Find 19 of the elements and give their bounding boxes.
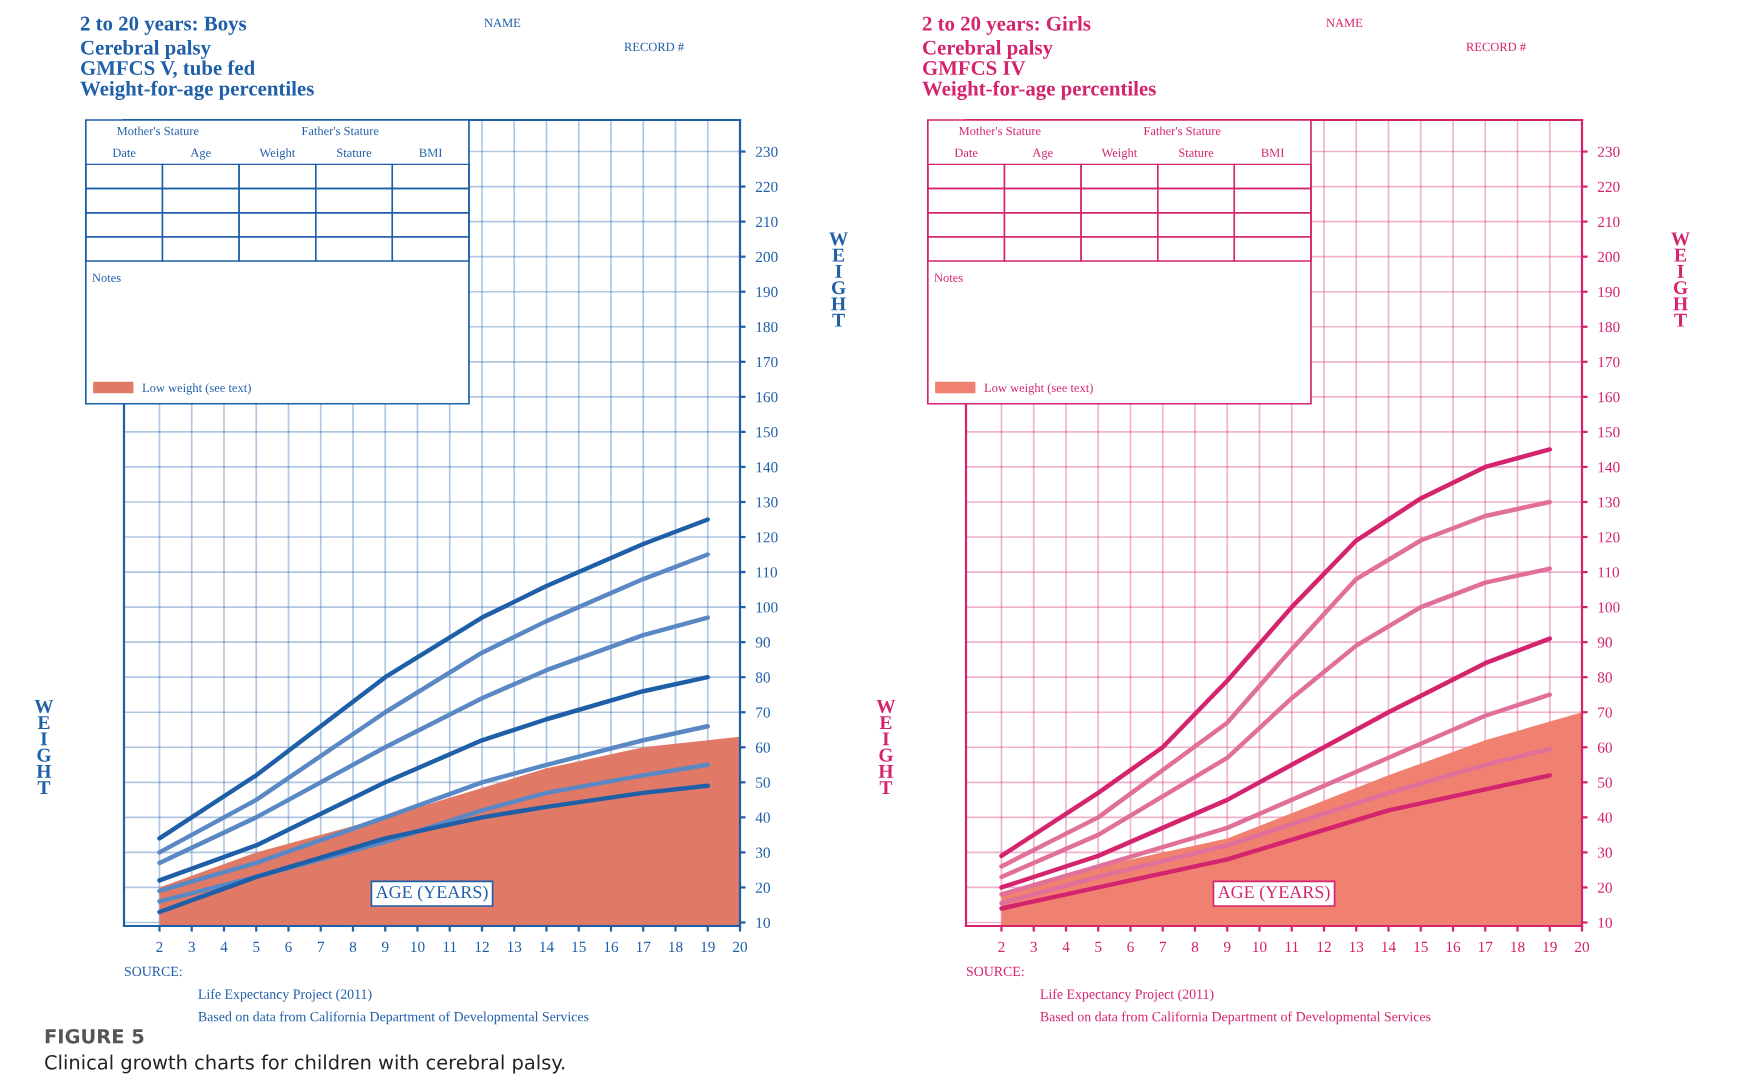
line-series <box>157 783 710 915</box>
chart-title: 2 to 20 years: Boys <box>80 16 247 35</box>
chart-title: 2 to 20 years: Girls <box>922 16 1091 35</box>
line-series <box>999 566 1552 880</box>
line-series <box>157 615 710 866</box>
y-axis-title: WEIGHT <box>876 699 896 795</box>
line-series <box>999 773 1552 911</box>
x-axis-title: AGE (YEARS) <box>375 885 488 902</box>
text: WEIGHT <box>1671 232 1690 327</box>
x-axis-title: AGE (YEARS) <box>1217 885 1330 902</box>
line-series <box>157 674 710 883</box>
text: Clinical growth charts for children with cerebral palsy. <box>45 1054 565 1074</box>
line-series <box>999 746 1552 906</box>
text: WEIGHT <box>829 232 848 327</box>
caption: FIGURE 5 <box>45 1028 144 1044</box>
y-axis-title: WEIGHT <box>34 699 54 795</box>
line-series <box>157 762 710 904</box>
chart-subtitle: Cerebral palsy GMFCS IV Weight-for-age percentiles <box>922 40 1156 101</box>
chart-subtitle: Cerebral palsy GMFCS V, tube fed Weight-for-age percentiles <box>80 40 314 101</box>
